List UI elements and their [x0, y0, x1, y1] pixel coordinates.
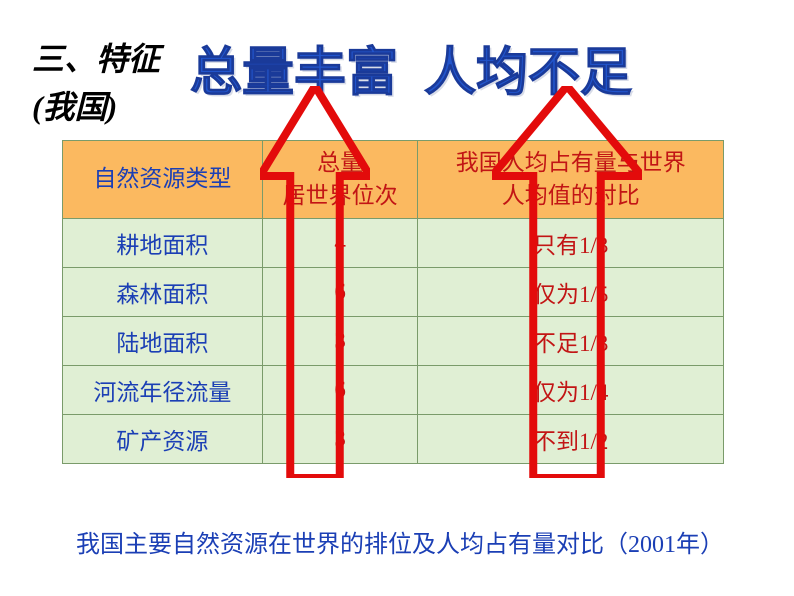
cell-comp: 仅为1/4: [418, 366, 724, 415]
header-type: 自然资源类型: [63, 141, 263, 219]
table-caption: 我国主要自然资源在世界的排位及人均占有量对比（2001年）: [60, 524, 740, 559]
resource-table: 自然资源类型 总量居世界位次 我国人均占有量与世界人均值的对比 耕地面积 4 只…: [62, 140, 724, 464]
section-heading-line1: 三、特征: [32, 34, 160, 80]
table-header-row: 自然资源类型 总量居世界位次 我国人均占有量与世界人均值的对比: [63, 141, 724, 219]
cell-rank: 4: [262, 219, 418, 268]
cell-type: 森林面积: [63, 268, 263, 317]
main-title: 总量丰富人均不足: [190, 30, 632, 105]
table-row: 河流年径流量 6 仅为1/4: [63, 366, 724, 415]
cell-type: 矿产资源: [63, 415, 263, 464]
table-row: 陆地面积 3 不足1/3: [63, 317, 724, 366]
cell-rank: 6: [262, 366, 418, 415]
cell-type: 河流年径流量: [63, 366, 263, 415]
title-part1: 总量丰富: [190, 44, 398, 102]
cell-rank: 3: [262, 415, 418, 464]
cell-rank: 6: [262, 268, 418, 317]
cell-comp: 只有1/3: [418, 219, 724, 268]
table-row: 森林面积 6 仅为1/5: [63, 268, 724, 317]
cell-comp: 不到1/2: [418, 415, 724, 464]
resource-table-wrap: 自然资源类型 总量居世界位次 我国人均占有量与世界人均值的对比 耕地面积 4 只…: [62, 140, 724, 464]
section-heading-line2: (我国): [32, 82, 117, 128]
header-comp: 我国人均占有量与世界人均值的对比: [418, 141, 724, 219]
cell-type: 陆地面积: [63, 317, 263, 366]
table-row: 矿产资源 3 不到1/2: [63, 415, 724, 464]
cell-rank: 3: [262, 317, 418, 366]
cell-comp: 不足1/3: [418, 317, 724, 366]
header-rank: 总量居世界位次: [262, 141, 418, 219]
cell-type: 耕地面积: [63, 219, 263, 268]
title-part2: 人均不足: [424, 44, 632, 102]
cell-comp: 仅为1/5: [418, 268, 724, 317]
table-body: 耕地面积 4 只有1/3 森林面积 6 仅为1/5 陆地面积 3 不足1/3 河…: [63, 219, 724, 464]
table-row: 耕地面积 4 只有1/3: [63, 219, 724, 268]
